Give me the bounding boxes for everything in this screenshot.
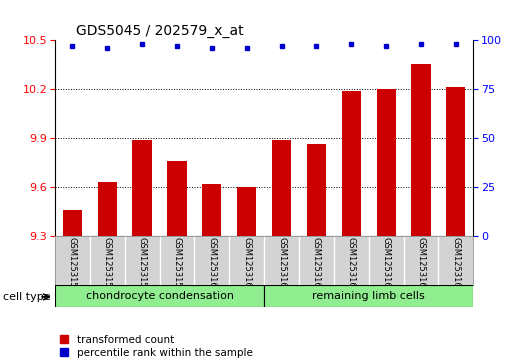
Bar [63,210,82,236]
Bar [446,87,465,236]
Text: GSM1253159: GSM1253159 [173,237,181,293]
Bar [132,140,152,236]
Bar [377,89,396,236]
Legend: transformed count, percentile rank within the sample: transformed count, percentile rank withi… [60,335,253,358]
Text: GSM1253156: GSM1253156 [68,237,77,293]
Text: GSM1253166: GSM1253166 [416,237,426,294]
Text: GSM1253167: GSM1253167 [451,237,460,294]
Bar [202,184,221,236]
Text: GSM1253161: GSM1253161 [242,237,251,293]
Text: GSM1253162: GSM1253162 [277,237,286,293]
Bar [307,144,326,236]
Bar [167,161,187,236]
Text: GSM1253165: GSM1253165 [382,237,391,293]
Bar [237,187,256,236]
Bar [55,285,264,307]
Bar [264,285,473,307]
Bar [98,182,117,236]
Text: GSM1253157: GSM1253157 [103,237,112,293]
Bar [412,65,430,236]
Text: GDS5045 / 202579_x_at: GDS5045 / 202579_x_at [76,24,244,37]
Text: chondrocyte condensation: chondrocyte condensation [86,291,233,301]
Bar [342,91,361,236]
Bar [272,140,291,236]
Text: GSM1253164: GSM1253164 [347,237,356,293]
Text: GSM1253158: GSM1253158 [138,237,146,293]
Text: remaining limb cells: remaining limb cells [312,291,425,301]
Text: GSM1253160: GSM1253160 [207,237,217,293]
Text: GSM1253163: GSM1253163 [312,237,321,294]
Text: cell type: cell type [3,292,50,302]
